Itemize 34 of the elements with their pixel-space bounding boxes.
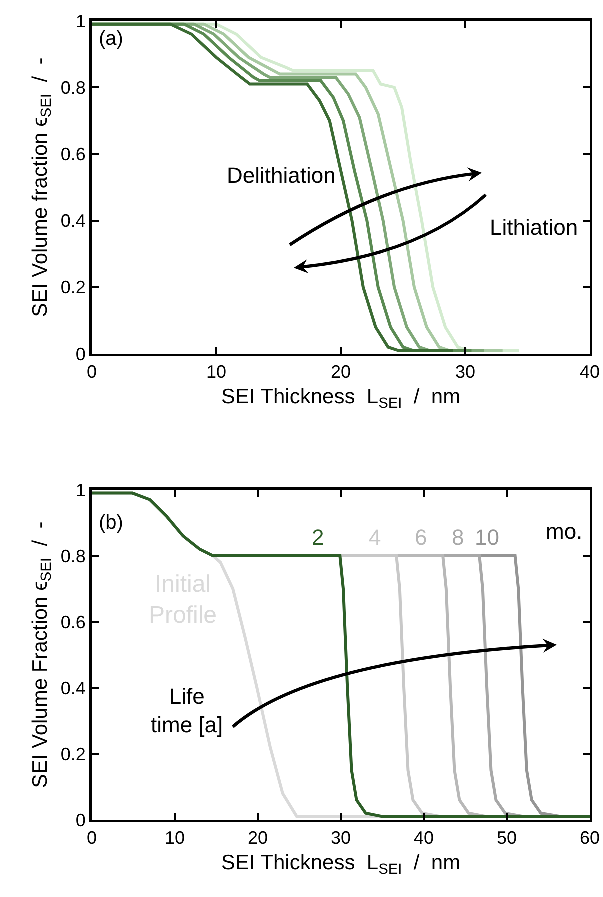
series-label: 8	[452, 525, 464, 550]
x-tick-label: 50	[496, 828, 518, 848]
series-label: 10	[475, 525, 500, 550]
y-tick-label: 0.6	[60, 144, 86, 164]
x-tick-label: 30	[455, 362, 476, 382]
x-tick-label: 20	[330, 362, 352, 382]
annotation: Delithiation	[227, 163, 336, 188]
y-tick-label: 0.8	[60, 78, 86, 98]
y-tick-label: 0.6	[60, 612, 86, 632]
annotation: mo.	[546, 519, 583, 544]
y-tick-label: 1	[76, 480, 86, 500]
y-tick-label: 0.4	[60, 211, 86, 232]
y-tick-label: 0.8	[60, 546, 86, 566]
x-tick-label: 40	[580, 362, 600, 382]
x-tick-label: 20	[248, 828, 268, 848]
x-tick-label: 10	[164, 828, 186, 848]
annotation: Lithiation	[490, 215, 578, 240]
y-tick-label: 0.2	[60, 278, 86, 298]
y-tick-label: 0.4	[60, 678, 86, 698]
y-tick-label: 0	[76, 344, 86, 364]
annotation: Life time [a]	[151, 684, 224, 738]
series-label: 6	[415, 525, 428, 550]
annotation: (b)	[99, 512, 124, 534]
y-tick-label: 1	[76, 11, 86, 32]
x-tick-label: 10	[206, 362, 227, 382]
x-axis-title: SEI Thickness L$_{SEI}$ / nm	[221, 852, 461, 878]
y-tick-label: 0	[76, 810, 86, 830]
series-label: 2	[312, 525, 324, 550]
x-tick-label: 60	[580, 828, 600, 848]
x-tick-label: 30	[330, 828, 352, 848]
x-axis-title: SEI Thickness L$_{SEI}$ / nm	[221, 386, 461, 412]
annotation: (a)	[99, 28, 124, 50]
y-tick-label: 0.2	[60, 744, 86, 764]
x-tick-label: 40	[414, 828, 434, 848]
